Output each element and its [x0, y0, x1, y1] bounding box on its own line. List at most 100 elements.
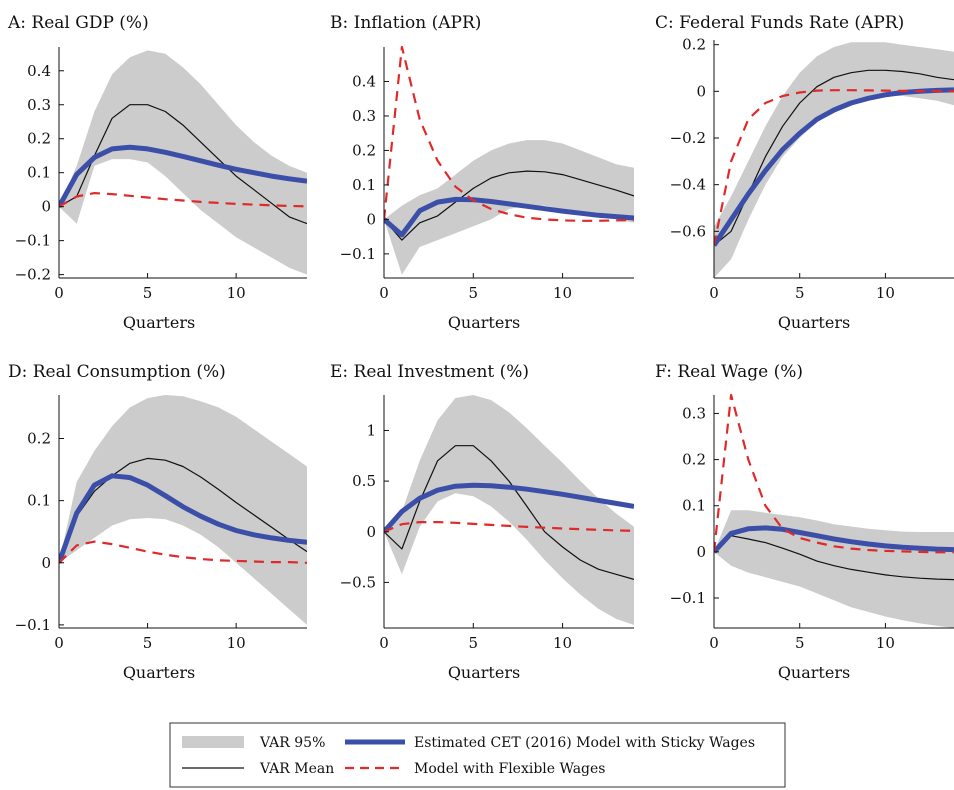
var-mean-line: [714, 69, 954, 246]
y-tick-label: 0: [41, 198, 51, 216]
y-tick-label: −0.5: [340, 573, 376, 591]
x-axis-label: Quarters: [448, 313, 520, 332]
y-tick-label: 0.2: [27, 429, 51, 447]
y-tick-label: 0.4: [352, 72, 376, 90]
y-tick-label: 0.2: [682, 36, 706, 54]
sticky-wages-line: [714, 87, 954, 247]
y-tick-label: 0.3: [27, 96, 51, 114]
x-tick-label: 10: [876, 634, 895, 652]
panel-4: E: Real Investment (%)−0.500.510 5 10Quart…: [330, 362, 634, 682]
var-mean-line: [714, 535, 954, 581]
y-tick-label: 1: [366, 421, 376, 439]
y-tick-label: 0: [696, 543, 706, 561]
panels: A: Real GDP (%)−0.2−0.100.10.20.30.40 5 10…: [7, 13, 954, 682]
x-tick-label: 10: [553, 634, 572, 652]
plot-area: [384, 395, 634, 625]
panel-title: D: Real Consumption (%): [8, 362, 226, 382]
x-tick-label: 0: [709, 284, 719, 302]
y-tick-label: −0.2: [15, 266, 51, 284]
y-tick-label: 0.1: [352, 176, 376, 194]
y-tick-label: 0: [366, 210, 376, 228]
var-mean-line: [59, 104, 307, 225]
flexible-wages-line: [384, 45, 634, 222]
x-axis-label: Quarters: [778, 663, 850, 682]
panel-title: F: Real Wage (%): [655, 362, 803, 382]
y-tick-label: −0.1: [340, 245, 376, 263]
var-95-band: [59, 50, 307, 275]
var-95-band: [384, 140, 634, 275]
x-tick-label: 0: [709, 634, 719, 652]
legend: VAR 95% VAR Mean Estimated CET (2016) Mo…: [169, 722, 786, 788]
panel-title: A: Real GDP (%): [7, 13, 149, 33]
x-tick-label: 5: [143, 284, 153, 302]
panel-5: F: Real Wage (%) −0.1 0 0.1 0.2 0.3 0 5 10 Quarte…: [655, 362, 954, 682]
y-tick-label: 0: [696, 82, 706, 100]
y-tick-label: −0.1: [15, 232, 51, 250]
x-tick-label: 0: [54, 284, 64, 302]
x-tick-label: 5: [143, 634, 153, 652]
x-tick-label: 0: [379, 284, 389, 302]
x-tick-label: 0: [54, 634, 64, 652]
var-95-band: [384, 395, 634, 625]
var-mean-line: [384, 170, 634, 241]
y-tick-label: 0.5: [352, 472, 376, 490]
plot-area: [714, 393, 954, 628]
y-tick-label: 0: [366, 523, 376, 541]
panel-title: B: Inflation (APR): [330, 13, 481, 33]
legend-box: [169, 722, 786, 788]
plot-area: [59, 395, 307, 625]
flexible-wages-line: [384, 521, 634, 533]
panel-1: B: Inflation (APR) −0.1 0 0.1 0.2 0.3 0.4 0 5 10 Q…: [330, 13, 634, 332]
y-tick-label: −0.4: [670, 176, 706, 194]
y-tick-label: 0.2: [682, 451, 706, 469]
var-95-band: [714, 510, 954, 628]
x-tick-label: 10: [227, 284, 246, 302]
y-tick-label: 0.1: [682, 497, 706, 515]
y-tick-label: −0.1: [15, 616, 51, 634]
x-tick-label: 10: [553, 284, 572, 302]
y-tick-label: 0.3: [352, 107, 376, 125]
legend-var-mean-label: VAR Mean: [259, 761, 334, 777]
y-tick-label: 0: [41, 554, 51, 572]
x-tick-label: 5: [469, 634, 479, 652]
y-tick-label: 0.4: [27, 62, 51, 80]
legend-band-swatch: [182, 736, 244, 748]
x-tick-label: 5: [795, 634, 805, 652]
sticky-wages-line: [384, 196, 634, 238]
legend-flex-label: Model with Flexible Wages: [414, 761, 605, 777]
x-tick-label: 5: [469, 284, 479, 302]
y-tick-label: −0.1: [670, 589, 706, 607]
var-95-band: [59, 395, 307, 625]
panel-title: C: Federal Funds Rate (APR): [655, 13, 904, 33]
var-mean-line: [384, 445, 634, 580]
legend-sticky-label: Estimated CET (2016) Model with Sticky W…: [414, 735, 755, 751]
flexible-wages-line: [59, 192, 307, 208]
y-tick-label: 0.2: [352, 141, 376, 159]
plot-area: [714, 42, 954, 278]
panel-2: C: Federal Funds Rate (APR) −0.6 −0.4 −0.2 0…: [655, 13, 954, 332]
x-axis-label: Quarters: [123, 313, 195, 332]
panel-title: E: Real Investment (%): [330, 362, 529, 382]
x-tick-label: 10: [227, 634, 246, 652]
y-tick-label: 0.1: [27, 164, 51, 182]
sticky-wages-line: [59, 473, 307, 564]
x-axis-label: Quarters: [448, 663, 520, 682]
x-axis-label: Quarters: [778, 313, 850, 332]
x-axis-label: Quarters: [123, 663, 195, 682]
x-tick-label: 0: [379, 634, 389, 652]
y-tick-label: 0.2: [27, 130, 51, 148]
panel-0: A: Real GDP (%) −0.2 −0.1 0 0.1 0.2 0.3 0.4 0 5 10…: [7, 13, 307, 332]
y-tick-label: 0.1: [27, 492, 51, 510]
var-mean-line: [59, 457, 307, 564]
y-tick-label: −0.6: [670, 222, 706, 240]
y-tick-label: −0.2: [670, 129, 706, 147]
y-tick-label: 0.3: [682, 404, 706, 422]
flexible-wages-line: [714, 89, 954, 246]
x-tick-label: 10: [876, 284, 895, 302]
legend-band-label: VAR 95%: [259, 735, 325, 751]
plot-area: [384, 45, 634, 275]
x-tick-label: 5: [795, 284, 805, 302]
panel-3: D: Real Consumption (%)−0.100.10.20 5 10Qu…: [8, 362, 307, 682]
flexible-wages-line: [714, 393, 954, 554]
